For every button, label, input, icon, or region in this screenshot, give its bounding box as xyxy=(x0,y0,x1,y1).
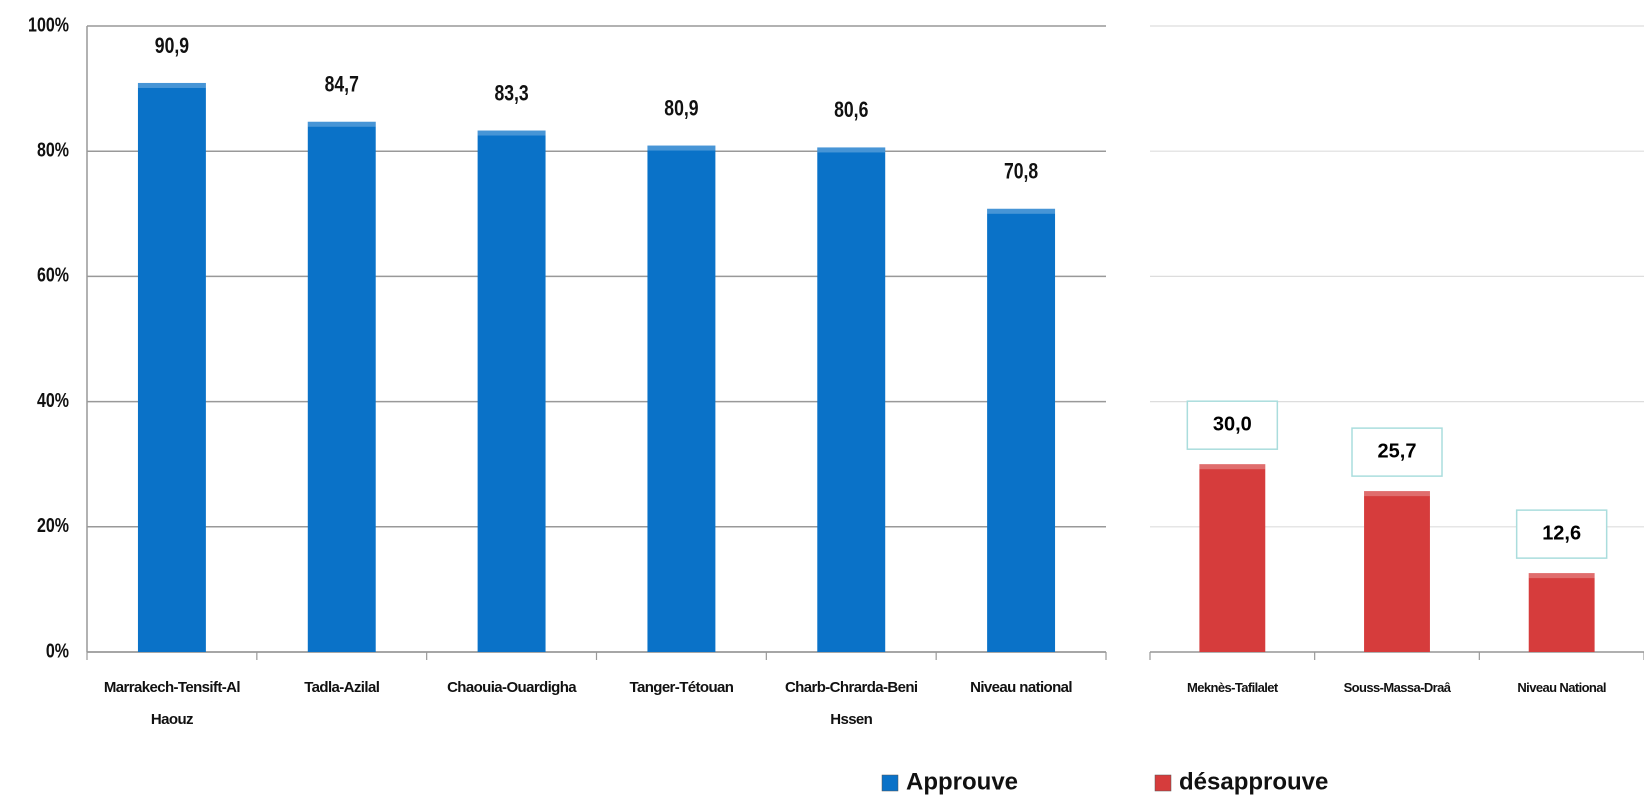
bar xyxy=(307,121,376,652)
x-tick-label: Chaouia-Ouardigha xyxy=(447,679,577,696)
bar xyxy=(477,130,546,653)
bar-highlight xyxy=(1364,491,1430,497)
bar xyxy=(1528,573,1595,652)
data-label-box xyxy=(1186,400,1279,450)
bar-highlight xyxy=(137,82,206,88)
data-label: 80,6 xyxy=(834,98,868,122)
data-label: 12,6 xyxy=(1542,522,1581,544)
y-tick-label: 100% xyxy=(28,14,69,36)
data-label: 30,0 xyxy=(1213,413,1252,435)
x-tick-label: Meknès-Tafilalet xyxy=(1187,680,1278,695)
x-tick-label: Tadla-Azilal xyxy=(304,679,380,696)
x-tick-label-box: Charb-Chrarda-Beni Hssen xyxy=(784,679,918,728)
bar-highlight xyxy=(1528,573,1595,579)
legend-swatch xyxy=(881,774,899,792)
x-tick-label: Charb-Chrarda-Beni Hssen xyxy=(784,679,918,728)
y-tick-label: 40% xyxy=(37,389,69,411)
data-label-box xyxy=(1515,509,1608,559)
x-tick-label-box: Tanger-Tétouan xyxy=(629,679,734,696)
bar xyxy=(817,147,886,652)
x-tick-label-box: Souss-Massa-Draâ xyxy=(1343,680,1451,695)
bar xyxy=(137,82,206,652)
x-tick-label-box: Tadla-Azilal xyxy=(304,679,380,696)
bar-highlight xyxy=(477,130,546,136)
x-tick-label: Niveau National xyxy=(1517,680,1606,695)
bar xyxy=(987,208,1056,653)
y-tick-label: 20% xyxy=(37,514,69,536)
x-tick-label-box: Niveau National xyxy=(1517,680,1606,695)
bar-highlight xyxy=(647,145,716,151)
x-tick-label-box: Chaouia-Ouardigha xyxy=(447,679,577,696)
bar-highlight xyxy=(987,208,1056,214)
y-tick-label: 0% xyxy=(46,640,69,662)
x-tick-label-box: Marrakech-Tensift-Al Haouz xyxy=(103,679,241,728)
bar xyxy=(1364,491,1430,652)
x-tick-label: Souss-Massa-Draâ xyxy=(1343,680,1451,695)
data-label: 70,8 xyxy=(1004,160,1038,184)
data-label: 80,9 xyxy=(664,97,698,121)
bar-highlight xyxy=(817,147,886,153)
x-tick-label: Marrakech-Tensift-Al Haouz xyxy=(103,679,241,728)
data-label: 90,9 xyxy=(155,34,189,58)
x-tick-label: Tanger-Tétouan xyxy=(629,679,734,696)
legend-label: Approuve xyxy=(906,768,1018,795)
data-label: 83,3 xyxy=(494,82,528,106)
y-tick-label: 60% xyxy=(37,264,69,286)
bar xyxy=(647,145,716,653)
data-label-box xyxy=(1351,427,1443,477)
x-tick-label: Niveau national xyxy=(970,679,1072,696)
bar xyxy=(1199,464,1266,652)
legend-label: désapprouve xyxy=(1179,768,1328,795)
data-label: 25,7 xyxy=(1378,440,1417,462)
bar-highlight xyxy=(307,121,376,127)
x-tick-label-box: Niveau national xyxy=(970,679,1072,696)
legend-swatch xyxy=(1154,774,1172,792)
x-tick-label-box: Meknès-Tafilalet xyxy=(1187,680,1278,695)
bar-highlight xyxy=(1199,464,1266,470)
y-tick-label: 80% xyxy=(37,139,69,161)
data-label: 84,7 xyxy=(325,73,359,97)
